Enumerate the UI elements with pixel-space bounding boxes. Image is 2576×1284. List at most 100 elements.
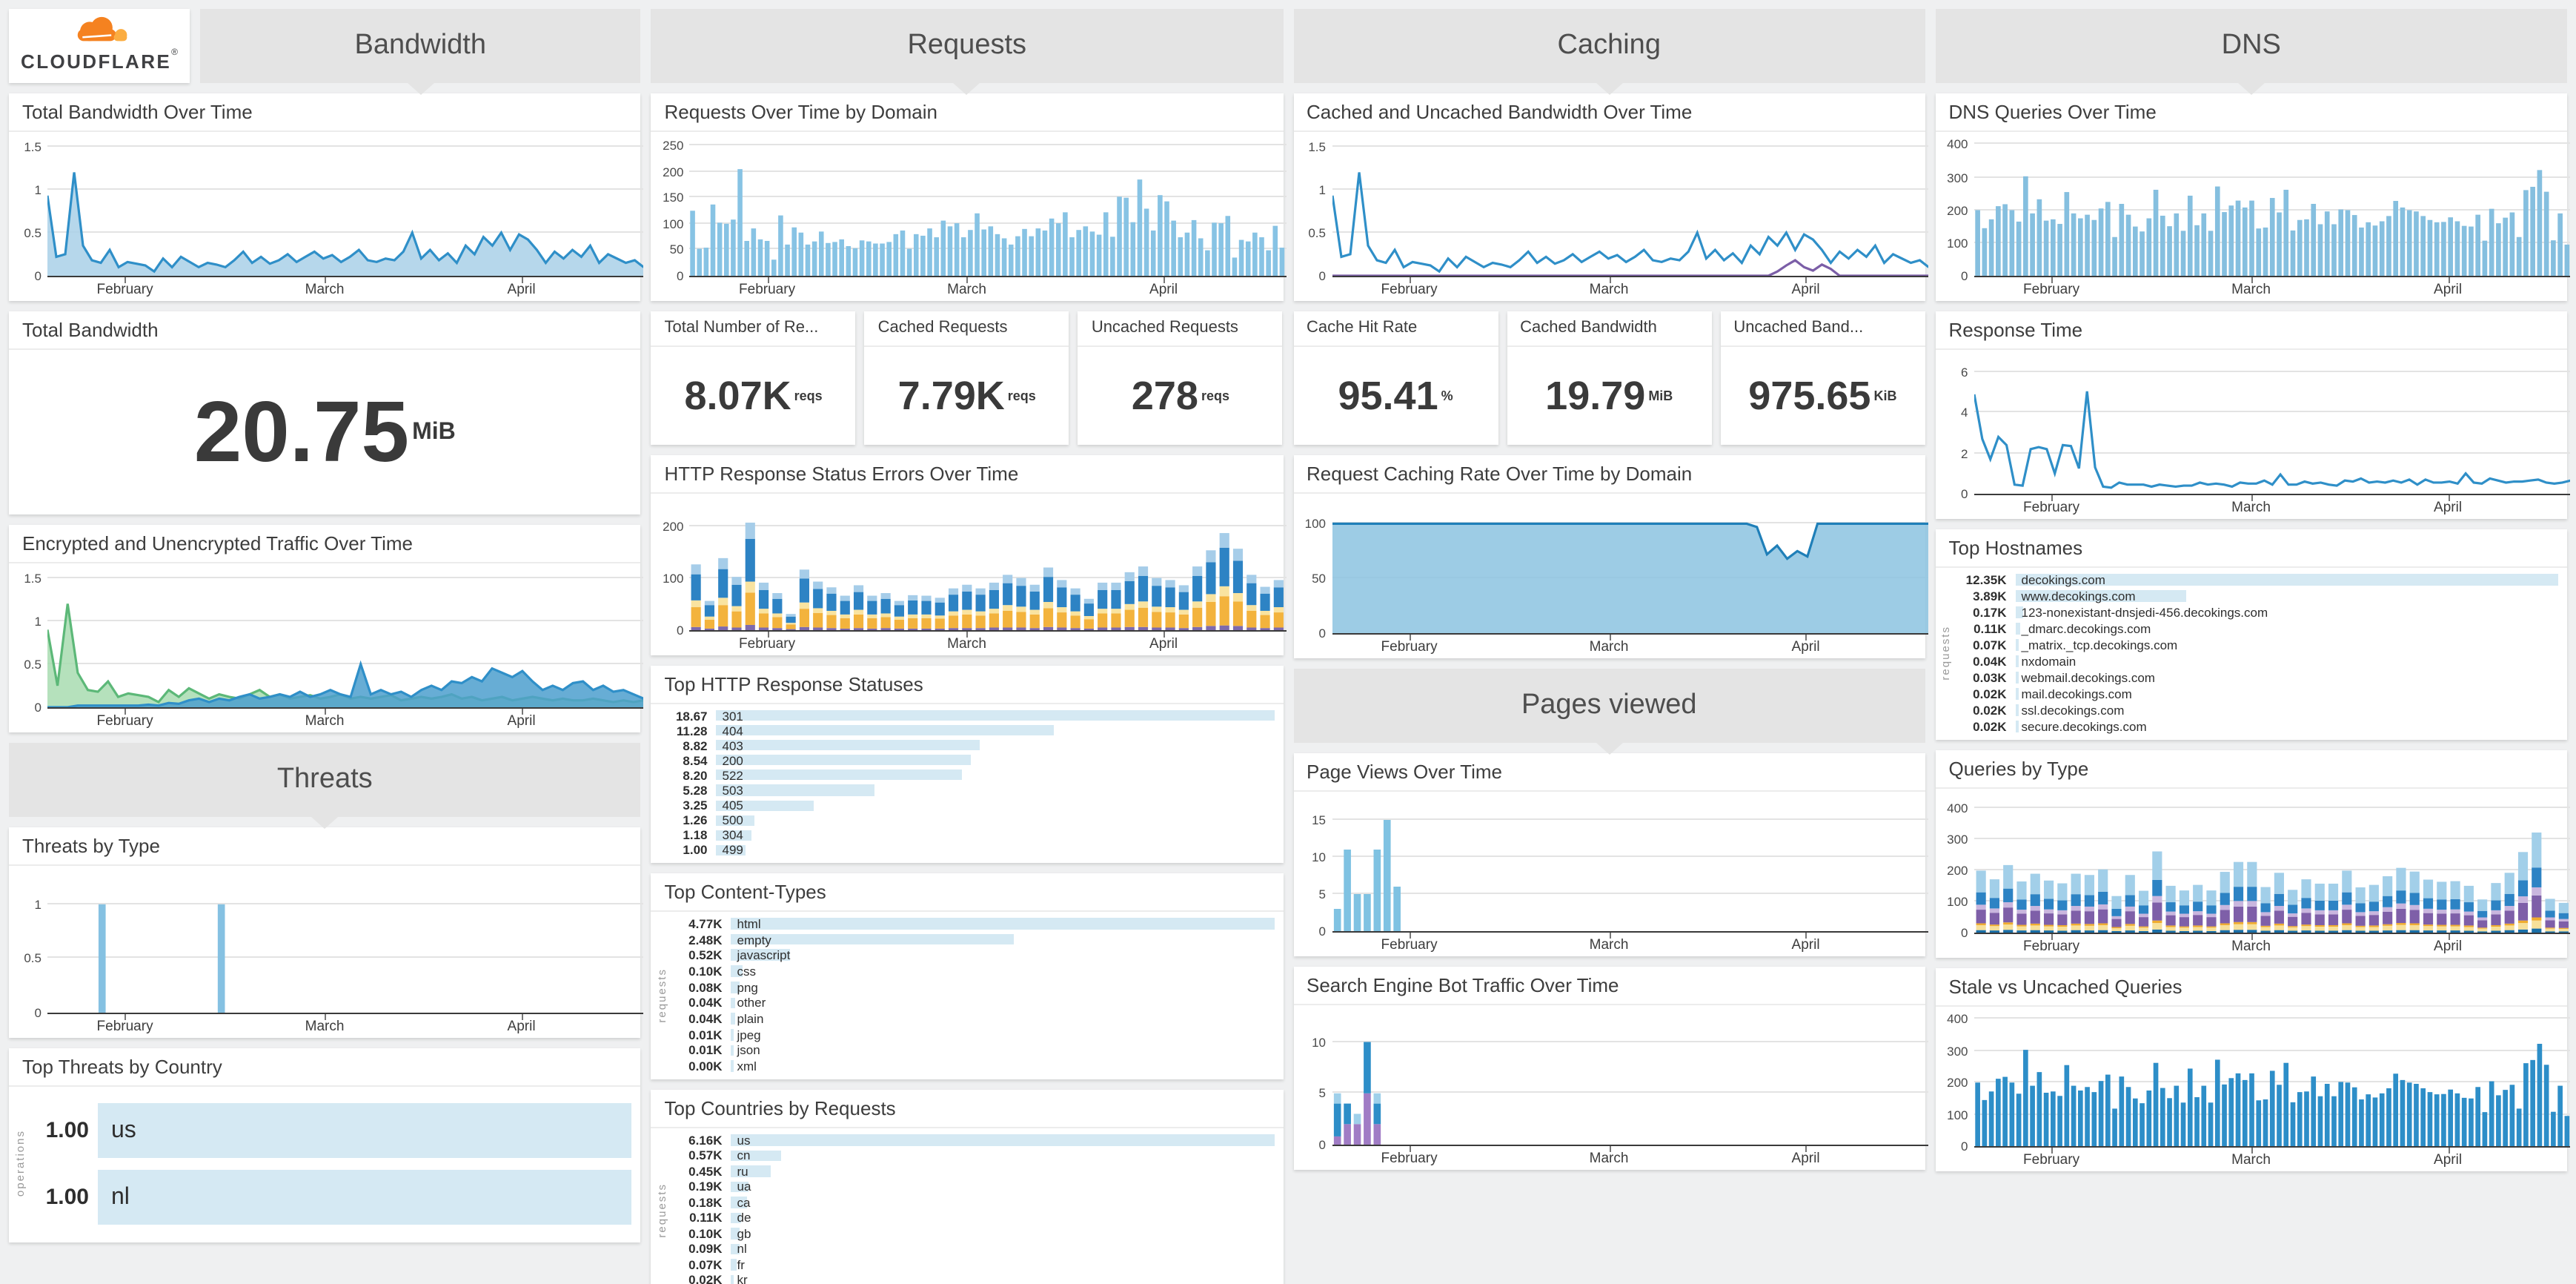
y-tick-label: 5 (1318, 887, 1326, 901)
x-tick (2051, 1148, 2054, 1154)
panel-title: Requests Over Time by Domain (651, 93, 1283, 132)
y-tick-label: 400 (1947, 1011, 1968, 1027)
plot-area: February March April (1332, 500, 1928, 655)
hbar-fill (2015, 574, 2558, 586)
x-tick (2448, 1148, 2450, 1154)
hbar-fill (2015, 623, 2020, 635)
hbar-fill (716, 770, 961, 781)
y-tick-label: 50 (669, 242, 684, 257)
panel-title: Top Hostnames (1935, 529, 2567, 568)
gridline (689, 144, 1286, 146)
panel-title: Encrypted and Unencrypted Traffic Over T… (9, 525, 641, 563)
requests-header-row: Requests (651, 9, 1283, 83)
panel-title: Total Number of Re... (651, 311, 856, 347)
hbar-value: 0.11K (689, 1210, 723, 1225)
hbar-fill (731, 1165, 771, 1177)
stat-unit: % (1441, 388, 1453, 403)
y-tick-label: 10 (1312, 1034, 1326, 1050)
gridline (1974, 370, 2570, 372)
threats-header-row: Threats (9, 743, 641, 817)
x-axis-labels: February March April (1974, 1148, 2571, 1168)
y-axis-ticks: 0 50 100 150 200 250 (654, 138, 690, 283)
plot-area: February March April (1332, 1011, 1928, 1167)
stat-unit: KiB (1873, 388, 1897, 403)
hbar-fill (731, 1243, 740, 1254)
hbar-row: 8.20 522 (654, 767, 1275, 783)
hbar-row: 0.45K ru (669, 1163, 1275, 1179)
x-tick-label: February (739, 282, 796, 298)
gridline (1974, 1017, 2570, 1019)
hbar-label: empty (737, 932, 771, 947)
gridline (689, 576, 1286, 578)
gridline (1974, 411, 2570, 413)
x-tick-label: March (305, 1019, 345, 1035)
hbar-row: 8.54 200 (654, 753, 1275, 768)
section-header-dns: DNS (1935, 9, 2567, 83)
hbar-value: 6.16K (688, 1132, 723, 1148)
hbar-label: 405 (722, 798, 743, 813)
top-statuses-list: 18.67 301 11.28 404 8.82 403 8.54 200 8.20 522 5.2… (651, 704, 1284, 863)
x-axis-labels: February March April (1332, 1146, 1928, 1167)
y-tick-label: 50 (1312, 571, 1326, 586)
x-tick-label: February (96, 713, 153, 729)
gridline (1974, 1049, 2570, 1051)
hbar-track: 499 (716, 843, 1275, 858)
hbar-label: ru (737, 1163, 748, 1179)
panel-title: HTTP Response Status Errors Over Time (651, 455, 1283, 494)
y-axis-ticks: 0 5 10 15 (1296, 798, 1332, 939)
x-tick-label: February (96, 282, 153, 298)
hbar-value: 18.67 (675, 708, 708, 724)
gridline (1332, 1091, 1928, 1093)
hbar-track: kr (731, 1273, 1275, 1284)
gridline (47, 188, 644, 190)
hbar-label: 304 (722, 827, 743, 843)
panel-title: Search Engine Bot Traffic Over Time (1293, 967, 1925, 1005)
plot-area: February March April (689, 500, 1286, 652)
bar-svg (1974, 170, 2569, 276)
hbar-fill (716, 830, 752, 841)
y-tick-label: 4 (1961, 405, 1968, 420)
hbar-fill (2015, 639, 2019, 651)
y-tick-label: 1 (1318, 182, 1326, 197)
hbar-fill (716, 755, 972, 766)
hbar-value: 0.09K (688, 1241, 723, 1257)
hbar-label: 123-nonexistant-dnsjedi-456.decokings.co… (2021, 605, 2268, 620)
column-bandwidth: CLOUDFLARE® Bandwidth Total Bandwidth Ov… (9, 9, 644, 1284)
plot-area: February March April (1332, 138, 1928, 298)
y-tick-label: 0 (677, 268, 684, 283)
plot-canvas (1974, 138, 2570, 277)
hbar-track: other (731, 996, 1275, 1010)
hbar-row: 0.18K ca (669, 1195, 1275, 1210)
x-tick (2051, 277, 2054, 283)
total-bandwidth-value: 20.75 MiB (9, 350, 641, 514)
hbar-value: 0.10K (688, 1225, 723, 1241)
section-header-pages-viewed: Pages viewed (1293, 669, 1925, 743)
stat-unit: reqs (1201, 388, 1229, 403)
stat-unit: MiB (1648, 388, 1673, 403)
panel-title: Stale vs Uncached Queries (1935, 968, 2567, 1007)
x-tick (2051, 934, 2054, 940)
stat-number: 7.79K (897, 373, 1005, 417)
gridline (689, 248, 1286, 250)
hbar-value: 1.18 (683, 827, 708, 843)
stat-unit: reqs (794, 388, 823, 403)
y-axis-ticks: 0 5 10 (1296, 1011, 1332, 1152)
x-axis-labels: February March April (1332, 277, 1928, 298)
y-axis-ticks: 0 50 100 (1296, 500, 1332, 641)
panel-title: Page Views Over Time (1293, 753, 1925, 792)
encrypted-traffic-chart: 0 0.5 1 1.5 February March April (9, 563, 653, 732)
hbar-rows: 1.00 us 1.00 nl (27, 1091, 632, 1237)
x-tick-label: April (1149, 282, 1178, 298)
hbar-label: 522 (722, 767, 743, 783)
hbar-track: xml (731, 1059, 1275, 1073)
gridline (1332, 231, 1928, 233)
x-tick (767, 632, 769, 638)
y-axis-ticks: 0 0.5 1 (12, 872, 47, 1020)
y-tick-label: 0 (1961, 925, 1968, 940)
hbar-row: 0.08K png (669, 979, 1275, 994)
plot-canvas (1332, 500, 1928, 635)
y-tick-label: 250 (663, 138, 684, 153)
section-title: Pages viewed (1521, 689, 1697, 721)
gridline (1332, 856, 1928, 857)
